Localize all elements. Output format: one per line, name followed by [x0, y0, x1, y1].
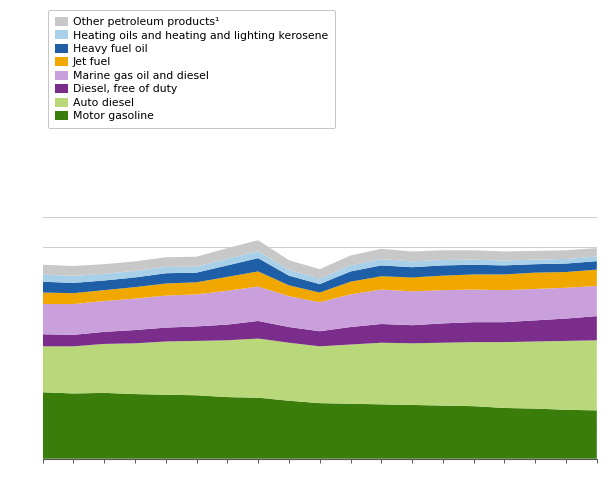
Legend: Other petroleum products¹, Heating oils and heating and lighting kerosene, Heavy: Other petroleum products¹, Heating oils … — [48, 10, 335, 128]
